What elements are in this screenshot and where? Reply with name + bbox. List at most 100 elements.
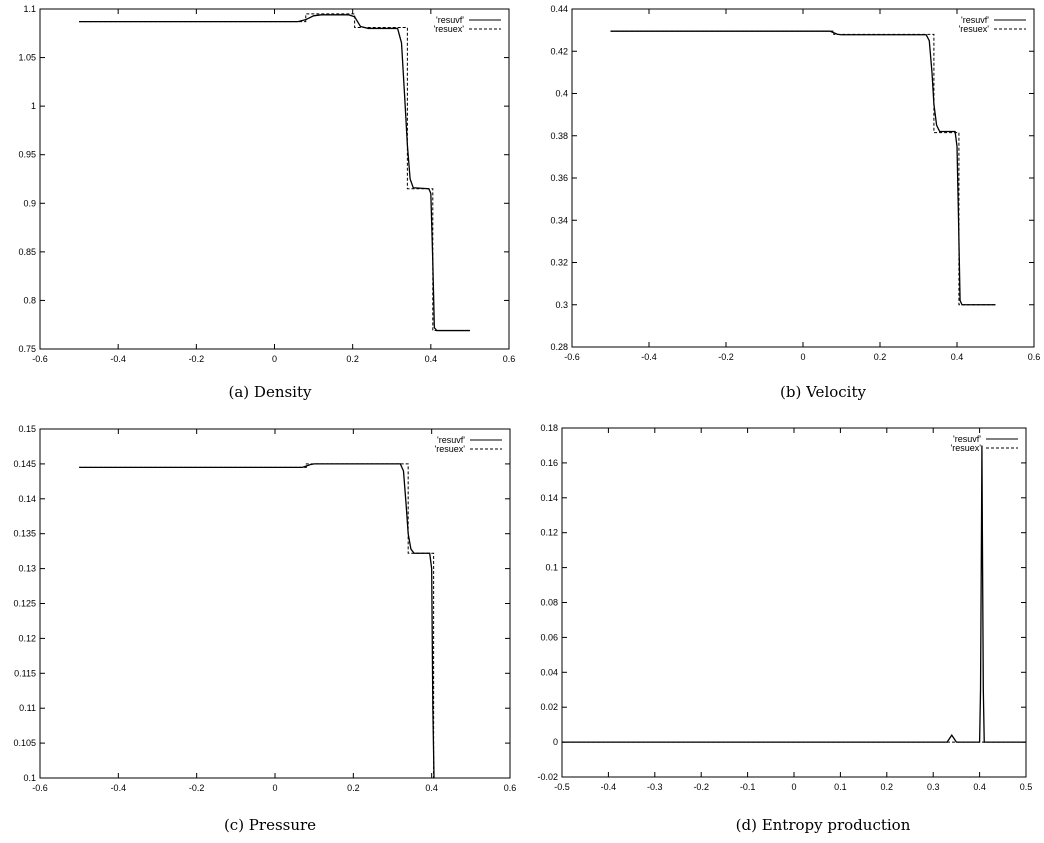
entropy-y-tick-label: 0.08 xyxy=(540,598,558,608)
density-y-tick-label: 0.8 xyxy=(23,295,36,305)
density-y-tick-label: 1.1 xyxy=(23,4,36,14)
entropy-x-tick-label: 0.2 xyxy=(881,782,894,792)
density-caption: (a) Density xyxy=(228,383,312,401)
velocity-x-tick-label: 0.4 xyxy=(951,352,964,362)
chart-panel-velocity: -0.6 -0.4 -0.2 0 0.2 0.4 0.6 0.28 0.3 0.32 0.34 0.3… xyxy=(522,0,1044,412)
density-y-tick-label: 1.05 xyxy=(18,53,36,63)
density-legend-label: 'resuex' xyxy=(434,24,465,34)
pressure-plot-frame xyxy=(39,428,511,779)
entropy-y-tick-label: 0.18 xyxy=(540,423,558,433)
density-y-tick-label: 0.75 xyxy=(18,344,36,354)
pressure-legend-label: 'resuex' xyxy=(435,444,466,454)
velocity-caption: (b) Velocity xyxy=(780,383,866,401)
velocity-series-resuvf-line xyxy=(610,30,996,306)
entropy-x-tick-label: -0.4 xyxy=(601,782,617,792)
density-x-tick-label: 0.6 xyxy=(503,354,516,364)
velocity-series-resuex-line xyxy=(610,30,996,306)
entropy-x-tick-label: 0.1 xyxy=(834,782,847,792)
pressure-x-tick-label: 0.4 xyxy=(425,783,438,793)
entropy-x-tick-label: -0.3 xyxy=(647,782,663,792)
entropy-y-tick-label: 0.04 xyxy=(540,667,558,677)
density-x-tick-label: -0.2 xyxy=(189,354,205,364)
entropy-x-tick-label: 0 xyxy=(791,782,796,792)
density-y-tick-label: 0.85 xyxy=(18,247,36,257)
density-x-tick-label: -0.4 xyxy=(110,354,126,364)
entropy-series-resuvf-line xyxy=(562,445,1026,743)
velocity-y-tick-label: 0.42 xyxy=(550,46,568,56)
entropy-y-tick-label: 0 xyxy=(553,737,558,747)
entropy-y-tick-label: 0.1 xyxy=(545,563,558,573)
density-y-tick-label: 0.9 xyxy=(23,198,36,208)
pressure-y-tick-label: 0.105 xyxy=(13,738,36,748)
entropy-y-tick-label: 0.06 xyxy=(540,632,558,642)
velocity-x-tick-label: 0.2 xyxy=(874,352,887,362)
pressure-y-tick-label: 0.12 xyxy=(18,633,36,643)
entropy-chart: -0.5 -0.4 -0.3 -0.2 -0.1 0 0.1 0.2 0.3 0.4 0.5 -0.0… xyxy=(537,423,1033,792)
density-x-tick-label: 0 xyxy=(272,354,277,364)
velocity-y-tick-label: 0.34 xyxy=(550,215,568,225)
entropy-y-tick-label: 0.02 xyxy=(540,702,558,712)
entropy-y-tick-label: 0.14 xyxy=(540,493,558,503)
density-y-tick-label: 1 xyxy=(31,101,36,111)
density-legend-label: 'resuvf' xyxy=(436,15,464,25)
entropy-x-tick-label: -0.5 xyxy=(554,782,570,792)
density-x-tick-label: 0.4 xyxy=(425,354,438,364)
velocity-legend-label: 'resuvf' xyxy=(961,15,989,25)
entropy-x-tick-label: 0.3 xyxy=(927,782,940,792)
pressure-series-resuex-line xyxy=(79,463,435,778)
pressure-y-tick-label: 0.11 xyxy=(19,703,36,713)
entropy-x-tick-label: -0.2 xyxy=(693,782,709,792)
pressure-y-tick-label: 0.115 xyxy=(14,668,36,678)
velocity-x-tick-label: -0.2 xyxy=(718,352,734,362)
pressure-x-tick-label: -0.2 xyxy=(189,783,205,793)
entropy-x-tick-label: 0.5 xyxy=(1020,782,1033,792)
pressure-caption: (c) Pressure xyxy=(223,816,317,834)
velocity-chart: -0.6 -0.4 -0.2 0 0.2 0.4 0.6 0.28 0.3 0.32 0.34 0.3… xyxy=(550,4,1041,362)
pressure-series-resuvf-line xyxy=(79,463,435,778)
density-x-tick-label: -0.6 xyxy=(32,354,48,364)
velocity-y-tick-label: 0.38 xyxy=(550,131,568,141)
velocity-y-tick-label: 0.4 xyxy=(555,89,568,99)
pressure-y-tick-label: 0.145 xyxy=(13,459,36,469)
pressure-y-tick-label: 0.13 xyxy=(18,564,36,574)
density-series-resuvf-line xyxy=(79,14,470,332)
density-y-tick-label: 0.95 xyxy=(18,150,36,160)
pressure-y-tick-label: 0.125 xyxy=(13,599,36,609)
pressure-x-tick-label: 0 xyxy=(272,783,277,793)
pressure-y-tick-label: 0.15 xyxy=(18,424,36,434)
density-series-resuex-line xyxy=(79,13,470,332)
pressure-y-tick-label: 0.14 xyxy=(18,494,36,504)
pressure-x-tick-label: 0.6 xyxy=(504,783,517,793)
velocity-legend-label: 'resuex' xyxy=(959,24,990,34)
velocity-y-tick-label: 0.32 xyxy=(550,258,568,268)
chart-panel-entropy: -0.5 -0.4 -0.3 -0.2 -0.1 0 0.1 0.2 0.3 0.4 0.5 -0.0… xyxy=(522,420,1044,843)
pressure-y-tick-label: 0.1 xyxy=(23,773,36,783)
velocity-x-tick-label: 0 xyxy=(800,352,805,362)
chart-panel-pressure: -0.6 -0.4 -0.2 0 0.2 0.4 0.6 0.1 0.105 0.11 0.115 0… xyxy=(0,420,522,843)
entropy-legend-label: 'resuvf' xyxy=(953,434,981,444)
chart-panel-density: -0.6 -0.4 -0.2 0 0.2 0.4 0.6 0.75 0.8 0.85 0.9 0.95… xyxy=(0,0,522,412)
entropy-y-tick-label: 0.16 xyxy=(540,458,558,468)
velocity-x-tick-label: -0.6 xyxy=(564,352,580,362)
pressure-y-tick-label: 0.135 xyxy=(13,529,36,539)
velocity-y-tick-label: 0.36 xyxy=(550,173,568,183)
density-chart: -0.6 -0.4 -0.2 0 0.2 0.4 0.6 0.75 0.8 0.85 0.9 0.95… xyxy=(18,4,516,364)
pressure-legend-label: 'resuvf' xyxy=(437,435,465,445)
pressure-chart: -0.6 -0.4 -0.2 0 0.2 0.4 0.6 0.1 0.105 0.11 0.115 0… xyxy=(13,424,517,793)
velocity-x-tick-label: -0.4 xyxy=(641,352,657,362)
entropy-plot-frame xyxy=(561,427,1027,778)
entropy-y-tick-label: 0.12 xyxy=(540,528,558,538)
velocity-y-tick-label: 0.3 xyxy=(555,300,568,310)
velocity-y-tick-label: 0.28 xyxy=(550,342,568,352)
entropy-y-tick-label: -0.02 xyxy=(537,772,558,782)
entropy-caption: (d) Entropy production xyxy=(735,816,911,834)
density-x-tick-label: 0.2 xyxy=(346,354,359,364)
velocity-x-tick-label: 0.6 xyxy=(1028,352,1041,362)
pressure-x-tick-label: -0.4 xyxy=(111,783,127,793)
entropy-x-tick-label: 0.4 xyxy=(973,782,986,792)
entropy-legend-label: 'resuex' xyxy=(951,443,982,453)
density-plot-frame xyxy=(39,8,510,350)
velocity-plot-frame xyxy=(571,8,1035,348)
pressure-x-tick-label: 0.2 xyxy=(347,783,360,793)
entropy-x-tick-label: -0.1 xyxy=(740,782,756,792)
